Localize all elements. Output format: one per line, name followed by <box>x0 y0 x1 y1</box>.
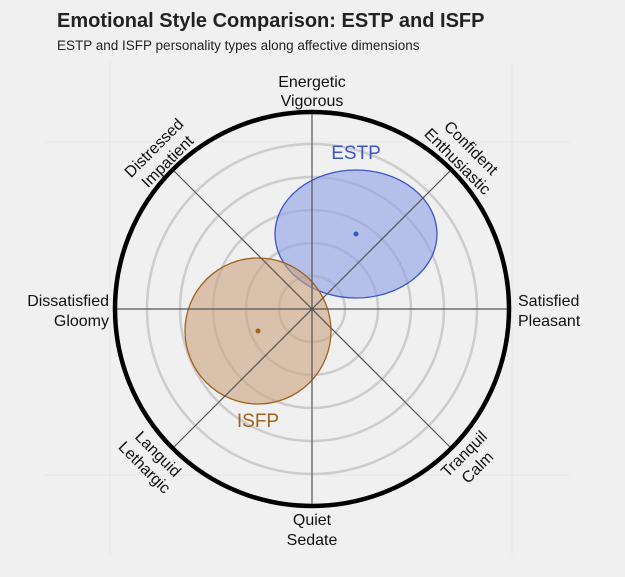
svg-text:Quiet: Quiet <box>293 512 332 529</box>
outer-ring <box>112 109 512 509</box>
svg-text:Satisfied: Satisfied <box>518 293 579 310</box>
svg-text:Sedate: Sedate <box>287 532 338 549</box>
svg-text:Pleasant: Pleasant <box>518 313 581 330</box>
svg-text:Vigorous: Vigorous <box>281 93 344 110</box>
axis-lines <box>115 112 509 506</box>
axis-label-right: Satisfied Pleasant <box>518 293 581 330</box>
isfp-centroid <box>255 328 261 334</box>
axis-label-bottom: Quiet Sedate <box>287 512 338 549</box>
axis-label-bottom-left: Languid Lethargic <box>115 428 184 497</box>
axis-label-bottom-right: Tranquil Calm <box>438 428 497 487</box>
estp-label: ESTP <box>331 143 381 164</box>
background-grid <box>45 62 570 555</box>
svg-text:Dissatisfied: Dissatisfied <box>27 293 109 310</box>
chart-subtitle: ESTP and ISFP personality types along af… <box>57 38 420 53</box>
svg-text:Energetic: Energetic <box>278 74 346 91</box>
axis-label-left: Dissatisfied Gloomy <box>27 293 109 330</box>
axis-label-top: Energetic Vigorous <box>278 74 346 110</box>
isfp-label: ISFP <box>237 411 279 432</box>
estp-centroid <box>353 231 359 237</box>
svg-text:Gloomy: Gloomy <box>54 313 109 330</box>
chart-title: Emotional Style Comparison: ESTP and ISF… <box>57 10 485 32</box>
